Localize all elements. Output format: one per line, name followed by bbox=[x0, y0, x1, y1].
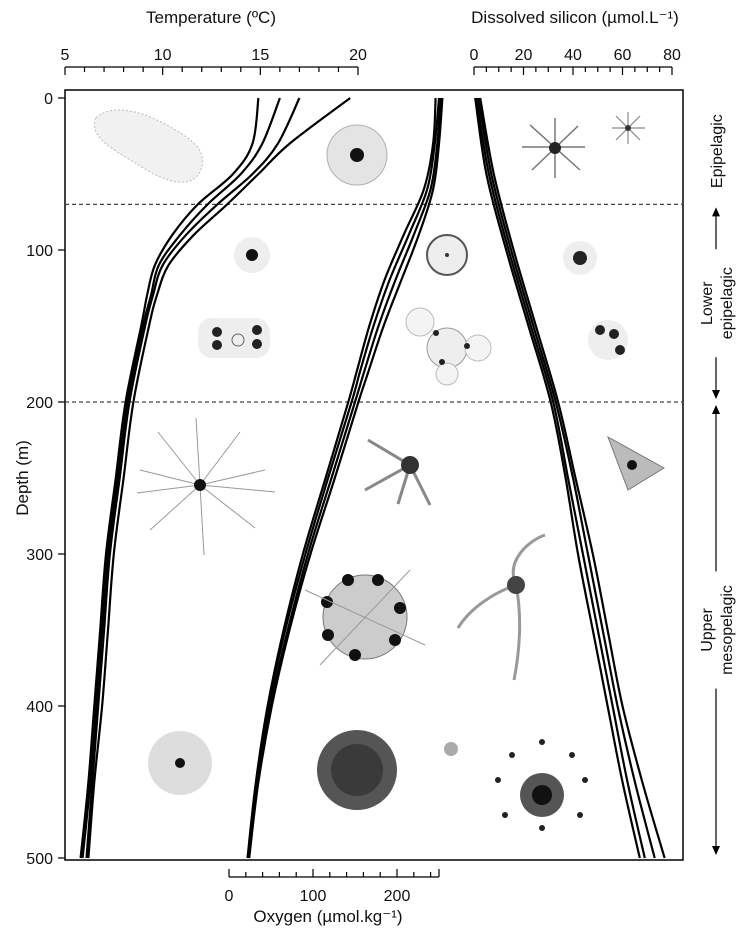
temperature-tick-label: 20 bbox=[349, 47, 367, 64]
silicon-profile-line-1 bbox=[474, 97, 641, 859]
zone-arrow-down bbox=[712, 846, 720, 855]
depth-tick-label: 300 bbox=[26, 547, 53, 564]
oxygen-axis-title: Oxygen (µmol.kg⁻¹) bbox=[253, 907, 402, 926]
zone-label-1: Lower epipelagic bbox=[699, 267, 736, 339]
depth-tick-label: 200 bbox=[26, 395, 53, 412]
zone-label-text: Epipelagic bbox=[709, 114, 726, 188]
plot-frame bbox=[64, 89, 684, 861]
zone-label-text: mesopelagic bbox=[719, 585, 736, 675]
depth-axis: 0 100 200 300 400 500 bbox=[26, 91, 65, 868]
radiolarian-spiny-large bbox=[136, 417, 276, 556]
radiolarian-fuzzy-small bbox=[148, 731, 212, 795]
zone-label-0: Epipelagic bbox=[709, 114, 726, 188]
silicon-profile-line-3 bbox=[477, 97, 656, 859]
zone-label-text: Upper bbox=[699, 608, 716, 652]
temperature-profile-line-2 bbox=[81, 97, 281, 859]
silicon-profile-line-4 bbox=[479, 97, 666, 859]
temperature-profile-line-1 bbox=[79, 97, 260, 859]
radiolarian-small-1 bbox=[234, 237, 270, 273]
radiolarian-star-1 bbox=[522, 118, 585, 178]
silicon-axis-title: Dissolved silicon (µmol.L⁻¹) bbox=[471, 8, 679, 27]
radiolarian-crowned bbox=[495, 739, 588, 831]
radiolarian-bubble-cluster bbox=[405, 307, 492, 386]
silicon-tick-label: 60 bbox=[614, 47, 632, 64]
oxygen-tick-label: 100 bbox=[300, 888, 327, 905]
temperature-profile-line-3 bbox=[85, 97, 301, 859]
oxygen-tick-label: 0 bbox=[225, 888, 234, 905]
silicon-tick-label: 20 bbox=[515, 47, 533, 64]
depth-tick-label: 500 bbox=[26, 851, 53, 868]
radiolarian-ring bbox=[426, 234, 468, 276]
temperature-profile-line-4 bbox=[87, 97, 351, 859]
zone-arrow-up bbox=[712, 405, 720, 414]
zone-arrow-down bbox=[712, 390, 720, 399]
radiolarian-large-sphere bbox=[326, 124, 388, 186]
radiolarian-tiny bbox=[444, 742, 458, 756]
silicon-axis: 0 20 40 60 80 bbox=[470, 47, 681, 75]
temperature-tick-label: 5 bbox=[61, 47, 70, 64]
depth-tick-label: 100 bbox=[26, 243, 53, 260]
depth-tick-label: 400 bbox=[26, 699, 53, 716]
zone-label-2: Upper mesopelagic bbox=[699, 585, 736, 675]
zone-label-text: epipelagic bbox=[719, 267, 736, 339]
profile-series bbox=[79, 97, 666, 859]
radiolarian-colony-cluster bbox=[198, 318, 270, 358]
silicon-profile-line-2 bbox=[475, 97, 646, 859]
radiolarian-fuzzy-large bbox=[317, 730, 397, 810]
depth-tick-label: 0 bbox=[44, 91, 53, 108]
temperature-tick-label: 10 bbox=[154, 47, 172, 64]
depth-axis-title: Depth (m) bbox=[13, 440, 32, 516]
silicon-tick-label: 80 bbox=[663, 47, 681, 64]
plankton-colony-blob bbox=[94, 109, 203, 183]
oxygen-profile-line-3 bbox=[247, 97, 442, 859]
temperature-tick-label: 15 bbox=[251, 47, 269, 64]
radiolarian-small-2 bbox=[563, 241, 597, 275]
temperature-axis-title: Temperature (ºC) bbox=[146, 8, 276, 27]
zone-label-text: Lower bbox=[699, 281, 716, 325]
radiolarian-star-2 bbox=[612, 112, 645, 144]
radiolarian-branched bbox=[364, 438, 432, 506]
radiolarian-cluster-right bbox=[588, 320, 628, 360]
zone-arrow-up bbox=[712, 207, 720, 217]
zone-annotations: Epipelagic Lower epipelagic Upper mesopelagi… bbox=[699, 114, 736, 855]
plankton-illustrations bbox=[94, 109, 665, 831]
silicon-tick-label: 0 bbox=[470, 47, 479, 64]
oxygen-axis: 0 100 200 bbox=[225, 869, 440, 905]
temperature-axis: 5 10 15 20 bbox=[61, 47, 367, 75]
oxygen-tick-label: 200 bbox=[384, 888, 411, 905]
silicon-tick-label: 40 bbox=[564, 47, 582, 64]
radiolarian-triangle bbox=[607, 435, 665, 491]
oxygen-profile-line-4 bbox=[248, 97, 444, 859]
oxygen-profile-line-2 bbox=[247, 97, 441, 859]
radiolarian-tripod bbox=[456, 533, 546, 681]
radiolarian-spiked-sphere bbox=[304, 569, 426, 666]
